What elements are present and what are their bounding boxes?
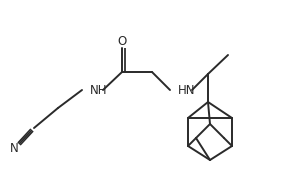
- Text: NH: NH: [90, 84, 107, 96]
- Text: N: N: [10, 141, 18, 155]
- Text: O: O: [117, 35, 127, 48]
- Text: HN: HN: [178, 84, 196, 96]
